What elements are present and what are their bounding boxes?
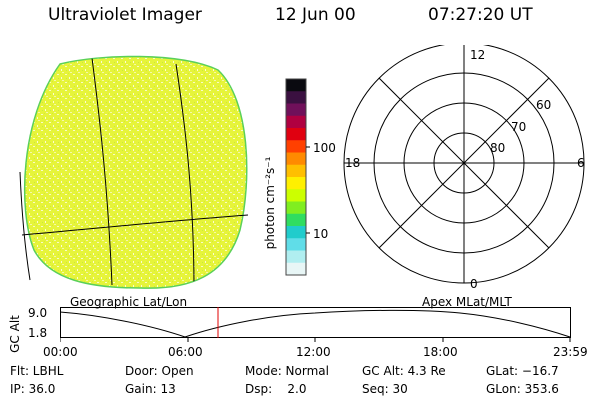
colorbar-swatch [286, 152, 306, 166]
colorbar-swatch [286, 103, 306, 117]
dsp-value: Dsp: 2.0 [245, 382, 307, 396]
latitude-line [21, 214, 249, 236]
mode-value: Mode: Normal [245, 364, 329, 378]
mlat-label-60: 60 [536, 98, 552, 112]
time-label: 07:27:20 UT [428, 5, 533, 25]
date-label: 12 Jun 00 [275, 5, 356, 25]
limb-line [19, 171, 31, 281]
colorbar-swatch [286, 91, 306, 104]
colorbar-unit-label: photon cm⁻²s⁻¹ [263, 156, 277, 249]
altitude-ytick-top: 9.0 [28, 306, 48, 320]
colorbar-swatch [286, 238, 306, 251]
longitude-line [175, 63, 195, 289]
altitude-ylabel: GC Alt [7, 315, 22, 353]
mlt-label-bottom: 0 [470, 277, 478, 291]
colorbar-swatch [286, 262, 306, 276]
earth-disk [23, 55, 248, 289]
colorbar-swatch [286, 213, 306, 227]
geographic-caption: Geographic Lat/Lon [70, 295, 188, 309]
time-tick-0000: 00:00 [43, 345, 78, 359]
gc-altitude-value: GC Alt: 4.3 Re [362, 364, 446, 378]
polar-plot [343, 45, 585, 284]
filter-value: Flt: LBHL [10, 364, 64, 378]
colorbar-swatch [286, 250, 306, 264]
earth-image-panel [19, 55, 249, 289]
colorbar-swatch [286, 115, 306, 129]
colorbar-swatch [286, 164, 306, 178]
geo-longitude-value: GLon: 353.6 [486, 382, 559, 396]
colorbar-swatch [286, 140, 306, 153]
gain-value: Gain: 13 [125, 382, 176, 396]
time-tick-0600: 06:00 [168, 345, 203, 359]
mlt-label-left: 18 [345, 156, 361, 170]
mlat-label-80: 80 [490, 141, 506, 155]
longitude-line [91, 57, 113, 286]
geo-latitude-value: GLat: −16.7 [486, 364, 559, 378]
altitude-ytick-bottom: 1.8 [28, 326, 48, 340]
altitude-curve [60, 309, 571, 338]
apex-caption: Apex MLat/MLT [422, 295, 512, 309]
altitude-plot [60, 307, 571, 342]
sequence-value: Seq: 30 [362, 382, 408, 396]
colorbar-tick-100: 100 [313, 141, 336, 155]
instrument-title: Ultraviolet Imager [48, 5, 202, 25]
colorbar: photon cm⁻²s⁻¹ [263, 78, 310, 276]
ip-value: IP: 36.0 [10, 382, 56, 396]
colorbar-tick-10: 10 [313, 227, 329, 241]
time-tick-1800: 18:00 [423, 345, 458, 359]
time-tick-1200: 12:00 [296, 345, 331, 359]
colorbar-swatch [286, 79, 306, 92]
time-tick-2359: 23:59 [553, 345, 588, 359]
colorbar-swatch [286, 201, 306, 215]
colorbar-swatch [286, 189, 306, 202]
door-status: Door: Open [125, 364, 194, 378]
polar-diagonal [378, 77, 550, 249]
colorbar-swatch [286, 226, 306, 239]
altitude-plot-frame [60, 307, 571, 338]
mlt-label-right: 6 [577, 156, 585, 170]
mlat-label-70: 70 [511, 120, 527, 134]
mlt-label-top: 12 [470, 48, 486, 62]
colorbar-swatch [286, 128, 306, 141]
colorbar-swatch [286, 177, 306, 190]
